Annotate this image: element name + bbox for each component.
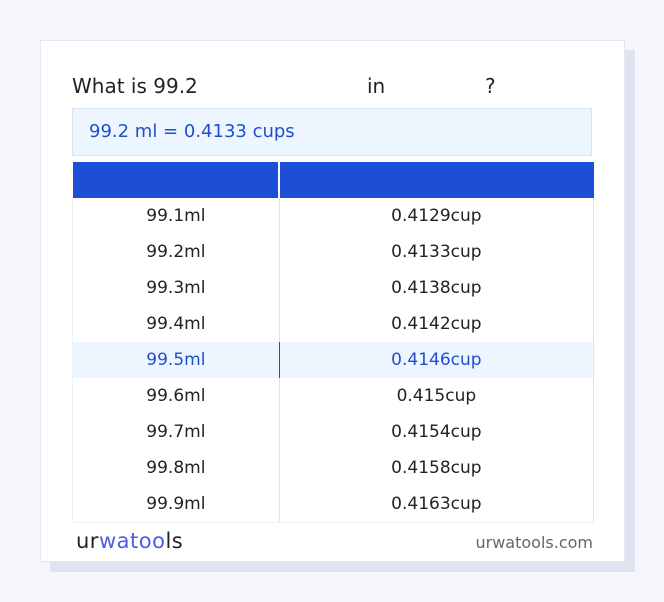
title-prefix: What is 99.2 (72, 74, 198, 98)
cell-ml: 99.3ml (72, 270, 280, 306)
conversion-result: 99.2 ml = 0.4133 cups (72, 108, 592, 156)
table-row: 99.7ml 0.4154cup (72, 414, 595, 450)
cell-cup: 0.4154cup (278, 414, 595, 450)
table-row: 99.3ml 0.4138cup (72, 270, 595, 306)
cell-cup: 0.4133cup (278, 234, 595, 270)
cell-ml: 99.6ml (72, 378, 280, 414)
cell-cup: 0.415cup (278, 378, 595, 414)
logo-part: ur (76, 529, 99, 553)
table-row: 99.6ml 0.415cup (72, 378, 595, 414)
table-row: 99.4ml 0.4142cup (72, 306, 595, 342)
cell-ml: 99.4ml (72, 306, 280, 342)
cell-cup: 0.4158cup (278, 450, 595, 486)
table-row: 99.1ml 0.4129cup (72, 198, 595, 234)
title-middle: in (367, 74, 386, 98)
cell-cup: 0.4146cup (278, 342, 595, 378)
conversion-card: What is 99.2 in ? 99.2 ml = 0.4133 cups … (40, 40, 625, 562)
conversion-table: 99.1ml 0.4129cup 99.2ml 0.4133cup 99.3ml 0.41… (72, 162, 595, 523)
logo-part: ls (165, 529, 184, 553)
cell-ml: 99.7ml (72, 414, 280, 450)
cell-cup: 0.4163cup (278, 486, 595, 523)
cell-cup: 0.4138cup (278, 270, 595, 306)
logo-part: too (130, 529, 166, 553)
logo-part: wa (98, 529, 130, 553)
cell-ml: 99.9ml (72, 486, 280, 523)
header-cup (279, 162, 594, 198)
table-row: 99.2ml 0.4133cup (72, 234, 595, 270)
cell-ml: 99.8ml (72, 450, 280, 486)
table-row: 99.9ml 0.4163cup (72, 486, 595, 523)
site-link[interactable]: urwatools.com (475, 533, 594, 552)
table-row: 99.5ml 0.4146cup (72, 342, 595, 378)
table-header (72, 162, 594, 198)
cell-ml: 99.2ml (72, 234, 280, 270)
urwatools-logo[interactable]: urwatools (76, 529, 183, 553)
cell-cup: 0.4142cup (278, 306, 595, 342)
cell-ml: 99.5ml (72, 342, 280, 378)
title-suffix: ? (485, 74, 496, 98)
cell-ml: 99.1ml (72, 198, 280, 234)
table-row: 99.8ml 0.4158cup (72, 450, 595, 486)
cell-cup: 0.4129cup (278, 198, 595, 234)
header-ml (72, 162, 281, 198)
